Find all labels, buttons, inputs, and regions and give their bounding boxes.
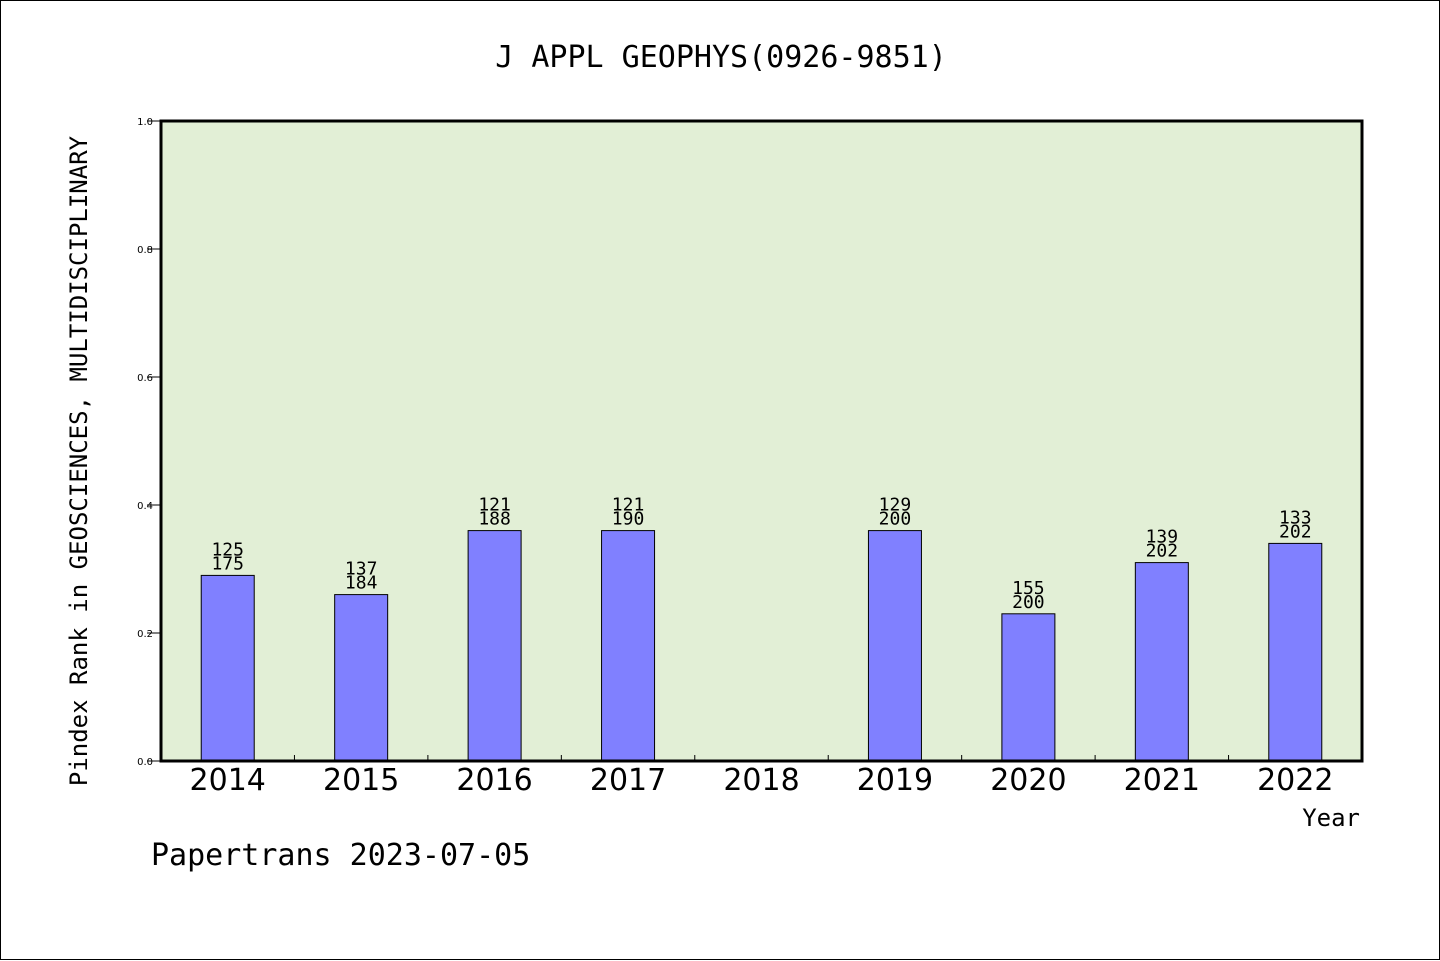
x-tick-label-2019: 2019 (857, 763, 933, 798)
bar-2021 (1134, 562, 1189, 762)
bar-total-label-2014: 175 (211, 553, 244, 574)
bar-2016 (467, 530, 522, 762)
footer-credit: Papertrans 2023-07-05 (151, 838, 530, 873)
x-tick-label-2022: 2022 (1257, 763, 1333, 798)
bar-2017 (601, 530, 656, 762)
bar-total-label-2016: 188 (478, 509, 511, 530)
bar-2014 (200, 574, 255, 762)
x-tick-label-2014: 2014 (190, 763, 266, 798)
bar-total-label-2020: 200 (1012, 592, 1045, 613)
chart-title: J APPL GEOPHYS(0926-9851) (495, 40, 947, 75)
x-axis-ticks: 2014 2015 2016 2017 2018 2019 2020 2021 2022 (190, 755, 1333, 798)
bar-total-label-2019: 200 (879, 509, 912, 530)
bar-rank-label-2016: 121 (478, 495, 511, 516)
x-tick-label-2016: 2016 (456, 763, 532, 798)
bar-rank-label-2022: 133 (1279, 507, 1312, 528)
y-tick-label-0.2: 0.2 (137, 629, 153, 640)
bar-total-label-2017: 190 (612, 509, 645, 530)
x-axis-label: Year (1302, 804, 1360, 832)
y-tick-label-1.0: 1.0 (137, 117, 153, 128)
x-tick-label-2017: 2017 (590, 763, 666, 798)
bar-rank-label-2020: 155 (1012, 578, 1045, 599)
bar-rank-label-2019: 129 (879, 495, 912, 516)
y-tick-label-0.6: 0.6 (137, 373, 153, 384)
y-tick-label-0.4: 0.4 (137, 501, 153, 512)
y-axis-label: Pindex Rank in GEOSCIENCES, MULTIDISCIPL… (65, 135, 93, 786)
plot-border (159, 119, 1364, 763)
x-tick-label-2020: 2020 (990, 763, 1066, 798)
x-tick-label-2015: 2015 (323, 763, 399, 798)
y-tick-label-0.8: 0.8 (137, 245, 153, 256)
x-tick-label-2021: 2021 (1124, 763, 1200, 798)
bar-rank-label-2015: 137 (345, 559, 378, 580)
x-tick-label-2018: 2018 (723, 763, 799, 798)
bar-rank-label-2017: 121 (612, 495, 645, 516)
bar-2019 (867, 530, 922, 762)
bar-2022 (1268, 542, 1323, 762)
bar-rank-label-2014: 125 (211, 539, 244, 560)
y-tick-label-0.0: 0.0 (137, 757, 153, 768)
bar-2020 (1001, 613, 1056, 762)
bar-total-label-2021: 202 (1146, 541, 1179, 562)
bar-total-label-2015: 184 (345, 573, 378, 594)
y-axis-ticks: 0.0 0.2 0.4 0.6 0.8 1.0 (137, 117, 161, 768)
bars (200, 530, 1323, 762)
bar-total-label-2022: 202 (1279, 521, 1312, 542)
bar-rank-label-2021: 139 (1146, 527, 1179, 548)
bar-2015 (334, 594, 389, 762)
